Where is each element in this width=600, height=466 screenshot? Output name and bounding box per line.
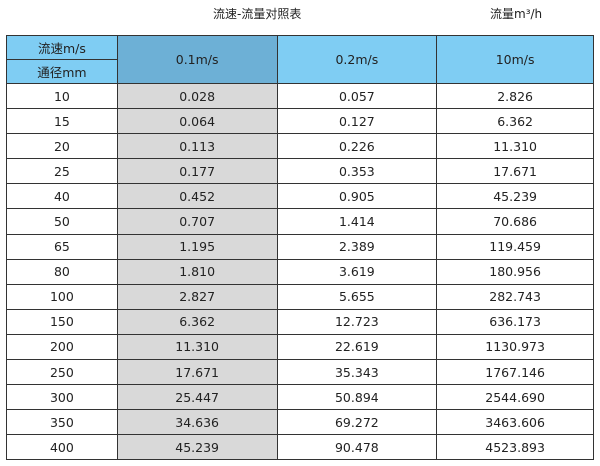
flow-cell: 2.827 — [116, 283, 278, 310]
flow-cell: 1.195 — [116, 233, 278, 260]
flow-cell: 0.028 — [116, 82, 278, 110]
flow-cell: 3.619 — [276, 258, 438, 285]
flow-cell: 3463.606 — [436, 409, 594, 436]
diameter-cell: 50 — [6, 208, 118, 235]
flow-cell: 0.057 — [276, 82, 438, 110]
flow-cell: 0.707 — [116, 208, 278, 235]
table-row: 15 0.064 0.127 6.362 — [6, 108, 594, 135]
flow-cell: 1.414 — [276, 208, 438, 235]
flow-cell: 17.671 — [116, 359, 278, 386]
flow-cell: 0.452 — [116, 183, 278, 210]
flow-cell: 2.389 — [276, 233, 438, 260]
table-title: 流速-流量对照表 — [213, 7, 302, 21]
table-row: 400 45.239 90.478 4523.893 — [6, 434, 594, 461]
column-header: 0.2m/s — [276, 35, 438, 84]
flow-cell: 6.362 — [436, 108, 594, 135]
diameter-cell: 25 — [6, 158, 118, 185]
flow-cell: 45.239 — [116, 434, 278, 461]
flow-cell: 17.671 — [436, 158, 594, 185]
flow-cell: 0.905 — [276, 183, 438, 210]
diameter-cell: 250 — [6, 359, 118, 386]
flow-cell: 11.310 — [116, 333, 278, 361]
table-row: 25 0.177 0.353 17.671 — [6, 158, 594, 185]
table-row: 65 1.195 2.389 119.459 — [6, 233, 594, 260]
diameter-cell: 65 — [6, 233, 118, 260]
flow-cell: 2544.690 — [436, 384, 594, 411]
table-row: 100 2.827 5.655 282.743 — [6, 283, 594, 310]
flow-cell: 11.310 — [436, 133, 594, 160]
diameter-cell: 40 — [6, 183, 118, 210]
flow-cell: 119.459 — [436, 233, 594, 260]
flow-cell: 1.810 — [116, 258, 278, 285]
flow-cell: 34.636 — [116, 409, 278, 436]
diameter-cell: 400 — [6, 434, 118, 461]
table-row: 20 0.113 0.226 11.310 — [6, 133, 594, 160]
flow-cell: 0.353 — [276, 158, 438, 185]
table-row: 10 0.028 0.057 2.826 — [6, 82, 594, 110]
flow-cell: 45.239 — [436, 183, 594, 210]
table-row: 80 1.810 3.619 180.956 — [6, 258, 594, 285]
diameter-cell: 15 — [6, 108, 118, 135]
diameter-cell: 10 — [6, 82, 118, 110]
flow-cell: 0.177 — [116, 158, 278, 185]
flow-cell: 25.447 — [116, 384, 278, 411]
flow-cell: 35.343 — [276, 359, 438, 386]
diameter-cell: 350 — [6, 409, 118, 436]
table-row: 150 6.362 12.723 636.173 — [6, 308, 594, 335]
table-row: 300 25.447 50.894 2544.690 — [6, 384, 594, 411]
flow-cell: 12.723 — [276, 308, 438, 335]
table-row: 250 17.671 35.343 1767.146 — [6, 359, 594, 386]
diameter-header: 通径mm — [6, 59, 118, 84]
flow-cell: 50.894 — [276, 384, 438, 411]
flow-cell: 5.655 — [276, 283, 438, 310]
column-header: 0.1m/s — [116, 35, 278, 84]
diameter-cell: 80 — [6, 258, 118, 285]
flow-cell: 4523.893 — [436, 434, 594, 461]
flow-cell: 180.956 — [436, 258, 594, 285]
diameter-cell: 150 — [6, 308, 118, 335]
velocity-header: 流速m/s — [6, 35, 118, 60]
flow-cell: 0.113 — [116, 133, 278, 160]
flow-cell: 0.127 — [276, 108, 438, 135]
diameter-cell: 20 — [6, 133, 118, 160]
unit-label: 流量m³/h — [490, 7, 543, 21]
table-row: 50 0.707 1.414 70.686 — [6, 208, 594, 235]
flow-cell: 69.272 — [276, 409, 438, 436]
column-header: 10m/s — [436, 35, 594, 84]
flow-cell: 636.173 — [436, 308, 594, 335]
diameter-cell: 100 — [6, 283, 118, 310]
flow-cell: 1130.973 — [436, 333, 594, 361]
table-row: 350 34.636 69.272 3463.606 — [6, 409, 594, 436]
flow-cell: 70.686 — [436, 208, 594, 235]
flow-cell: 2.826 — [436, 82, 594, 110]
diameter-cell: 300 — [6, 384, 118, 411]
flow-cell: 6.362 — [116, 308, 278, 335]
flow-cell: 0.064 — [116, 108, 278, 135]
flow-table: 流速m/s 0.1m/s 0.2m/s 10m/s 通径mm 10 0.028 0.… — [6, 35, 594, 461]
flow-cell: 282.743 — [436, 283, 594, 310]
table-row: 40 0.452 0.905 45.239 — [6, 183, 594, 210]
diameter-cell: 200 — [6, 333, 118, 361]
table-row: 200 11.310 22.619 1130.973 — [6, 333, 594, 361]
flow-cell: 22.619 — [276, 333, 438, 361]
flow-cell: 0.226 — [276, 133, 438, 160]
flow-cell: 90.478 — [276, 434, 438, 461]
flow-cell: 1767.146 — [436, 359, 594, 386]
